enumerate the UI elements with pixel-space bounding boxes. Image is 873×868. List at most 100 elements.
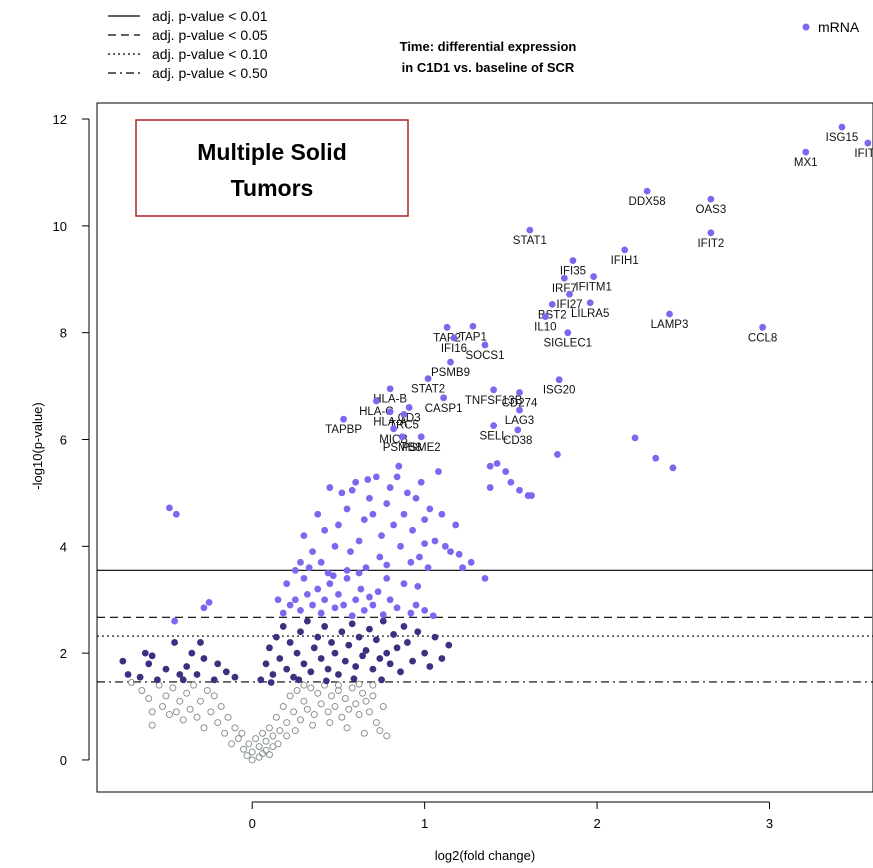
gene-label: HLA-B	[373, 394, 407, 406]
gene-point: HLA-B	[373, 385, 407, 406]
data-point-light	[455, 550, 463, 558]
data-point-light	[376, 553, 384, 561]
data-point-light	[414, 582, 422, 590]
gene-point: TAP2	[433, 323, 461, 344]
data-point-light	[200, 604, 208, 612]
data-point-dark	[145, 660, 153, 668]
gene-label: IFIH1	[611, 255, 639, 267]
data-point-ns	[148, 708, 156, 716]
data-point-light	[421, 540, 429, 548]
data-point-dark	[338, 628, 346, 636]
data-point-dark	[136, 673, 144, 681]
gene-point: HLA-A	[373, 408, 407, 429]
data-point-light	[400, 510, 408, 518]
data-point-light	[352, 478, 360, 486]
gene-point: STAT2	[411, 375, 445, 396]
gene-point: MX1	[794, 148, 818, 169]
data-point-ns	[276, 727, 284, 735]
gene-point-marker	[621, 246, 629, 254]
gene-point: ISG15	[826, 123, 859, 144]
data-point-light	[305, 564, 313, 572]
data-point-dark	[188, 649, 196, 657]
data-point-light	[338, 489, 346, 497]
data-point-ns	[369, 681, 377, 689]
threshold-lines	[97, 569, 873, 683]
data-point-dark	[378, 676, 385, 684]
data-point-dark	[376, 655, 384, 662]
gene-point-marker	[564, 329, 572, 337]
data-point-dark	[290, 673, 297, 681]
data-point-light	[166, 504, 173, 512]
data-point-light	[303, 590, 311, 598]
gene-point-marker	[516, 389, 523, 396]
data-point-ns	[200, 724, 208, 732]
data-point-light	[486, 484, 494, 491]
data-point-light	[357, 585, 365, 593]
data-point-light	[343, 574, 351, 582]
data-point-light	[360, 607, 368, 614]
data-point-dark	[317, 655, 325, 662]
data-point-ns	[303, 705, 311, 713]
data-point-light	[397, 542, 404, 550]
data-point-dark	[393, 644, 401, 652]
data-point-dark	[293, 649, 301, 657]
gene-point-marker	[386, 408, 394, 416]
gene-label: LAG3	[505, 415, 534, 427]
non-significant-points	[127, 679, 391, 764]
data-point-ns	[176, 697, 184, 705]
data-point-light	[383, 574, 391, 582]
data-point-light	[369, 510, 377, 518]
data-point-ns	[345, 705, 353, 713]
data-point-ns	[362, 697, 370, 705]
data-point-light	[459, 564, 466, 572]
gene-point-marker	[707, 229, 715, 237]
gene-label: ISG20	[543, 385, 576, 397]
data-point-light	[528, 492, 535, 499]
data-point-light	[369, 601, 377, 609]
labeled-gene-points: ISG15 IFIT1 MX1 DDX58 OAS3 STAT1 IFIT2 IFIH1 IFI…	[325, 123, 873, 454]
data-point-light	[372, 473, 380, 481]
data-point-ns	[383, 732, 391, 740]
data-point-light	[393, 473, 401, 481]
annotation-box-line-2: Tumors	[231, 175, 314, 201]
gene-point: LAG3	[505, 406, 534, 427]
data-point-dark	[267, 679, 275, 686]
y-tick-label: 6	[60, 432, 67, 447]
data-point-light	[502, 468, 510, 475]
data-point-light	[441, 542, 449, 550]
gene-point: LAMP3	[651, 310, 688, 331]
gene-point-marker	[590, 273, 598, 280]
data-point-ns	[286, 692, 294, 700]
data-point-dark	[386, 660, 394, 668]
data-point-dark	[348, 620, 356, 628]
data-point-ns	[314, 689, 322, 697]
data-point-ns	[190, 681, 198, 689]
data-point-ns	[372, 719, 380, 727]
data-point-ns	[269, 743, 277, 751]
data-point-dark	[314, 633, 322, 641]
gene-point: TNFSF13B	[465, 386, 523, 407]
data-point-ns	[186, 705, 194, 713]
gene-label: DDX58	[629, 196, 666, 208]
data-point-light	[452, 521, 460, 529]
data-point-dark	[153, 676, 161, 684]
data-point-dark	[183, 663, 191, 670]
data-point-ns	[334, 681, 342, 689]
gene-point-marker	[838, 123, 846, 131]
data-point-dark	[176, 671, 184, 678]
data-point-ns	[338, 713, 346, 721]
data-point-light	[409, 526, 416, 534]
gene-label: ISG15	[826, 132, 859, 144]
gene-point: IFI27	[556, 290, 583, 311]
gene-point: IFI35	[560, 257, 586, 278]
data-point-dark	[352, 663, 360, 670]
data-point-light	[291, 596, 299, 604]
data-point-ns	[145, 695, 153, 703]
data-point-dark	[379, 617, 387, 625]
data-point-ns	[341, 695, 349, 703]
gene-point-marker	[450, 334, 458, 342]
data-point-light	[374, 588, 382, 596]
gene-point-marker	[490, 422, 498, 430]
data-point-ns	[269, 732, 277, 740]
data-point-ns	[283, 719, 291, 727]
